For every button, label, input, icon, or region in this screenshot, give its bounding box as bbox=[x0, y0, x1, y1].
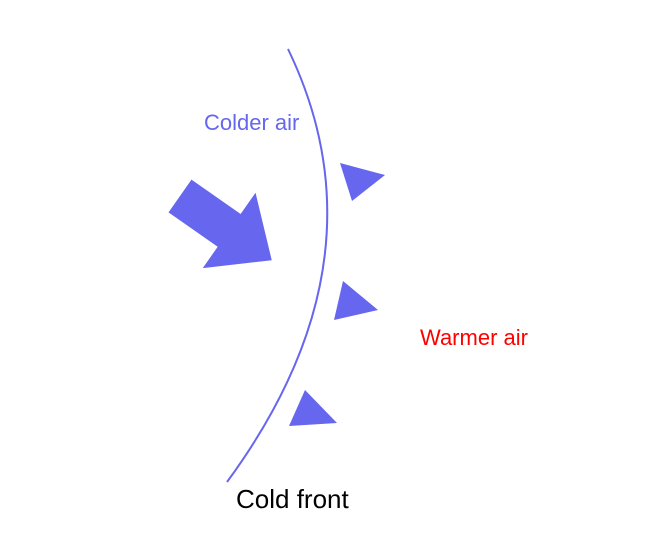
direction-arrow-shape bbox=[154, 158, 299, 298]
cold-front-diagram bbox=[0, 0, 670, 550]
front-triangle bbox=[334, 281, 378, 320]
direction-arrow bbox=[154, 158, 299, 298]
label-warmer-air: Warmer air bbox=[420, 325, 528, 351]
front-triangle bbox=[289, 390, 337, 426]
label-colder-air: Colder air bbox=[204, 110, 299, 136]
cold-front-triangles bbox=[289, 163, 385, 426]
label-cold-front: Cold front bbox=[236, 484, 349, 515]
front-triangle bbox=[340, 163, 385, 201]
